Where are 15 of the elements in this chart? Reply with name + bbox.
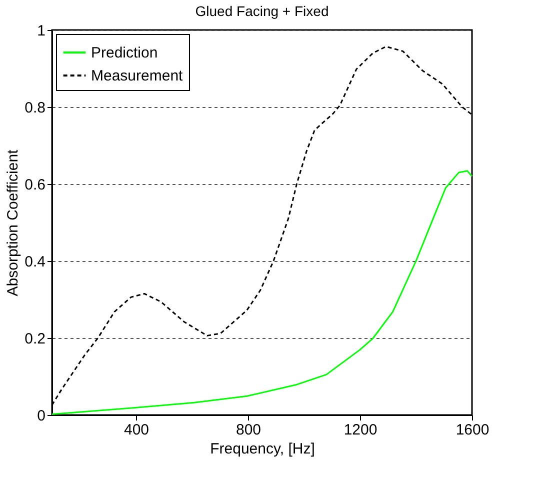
- y-tick-label: 0.2: [24, 330, 46, 348]
- chart-title: Glued Facing + Fixed: [195, 3, 329, 19]
- y-tick-label: 0: [37, 408, 46, 424]
- y-axis-title: Absorption Coefficient: [4, 148, 22, 296]
- x-tick-label: 800: [236, 422, 262, 438]
- x-tick-label: 1200: [344, 422, 378, 438]
- legend-label: Prediction: [91, 44, 158, 62]
- legend-label: Measurement: [91, 68, 184, 84]
- x-tick-label: 400: [124, 422, 150, 438]
- y-tick-label: 1: [37, 22, 46, 40]
- x-axis-title: Frequency, [Hz]: [210, 440, 315, 458]
- y-tick-label: 0.4: [24, 254, 46, 270]
- x-tick-label: 1600: [456, 422, 490, 438]
- y-tick-label: 0.6: [24, 176, 46, 194]
- y-tick-label: 0.8: [24, 100, 46, 116]
